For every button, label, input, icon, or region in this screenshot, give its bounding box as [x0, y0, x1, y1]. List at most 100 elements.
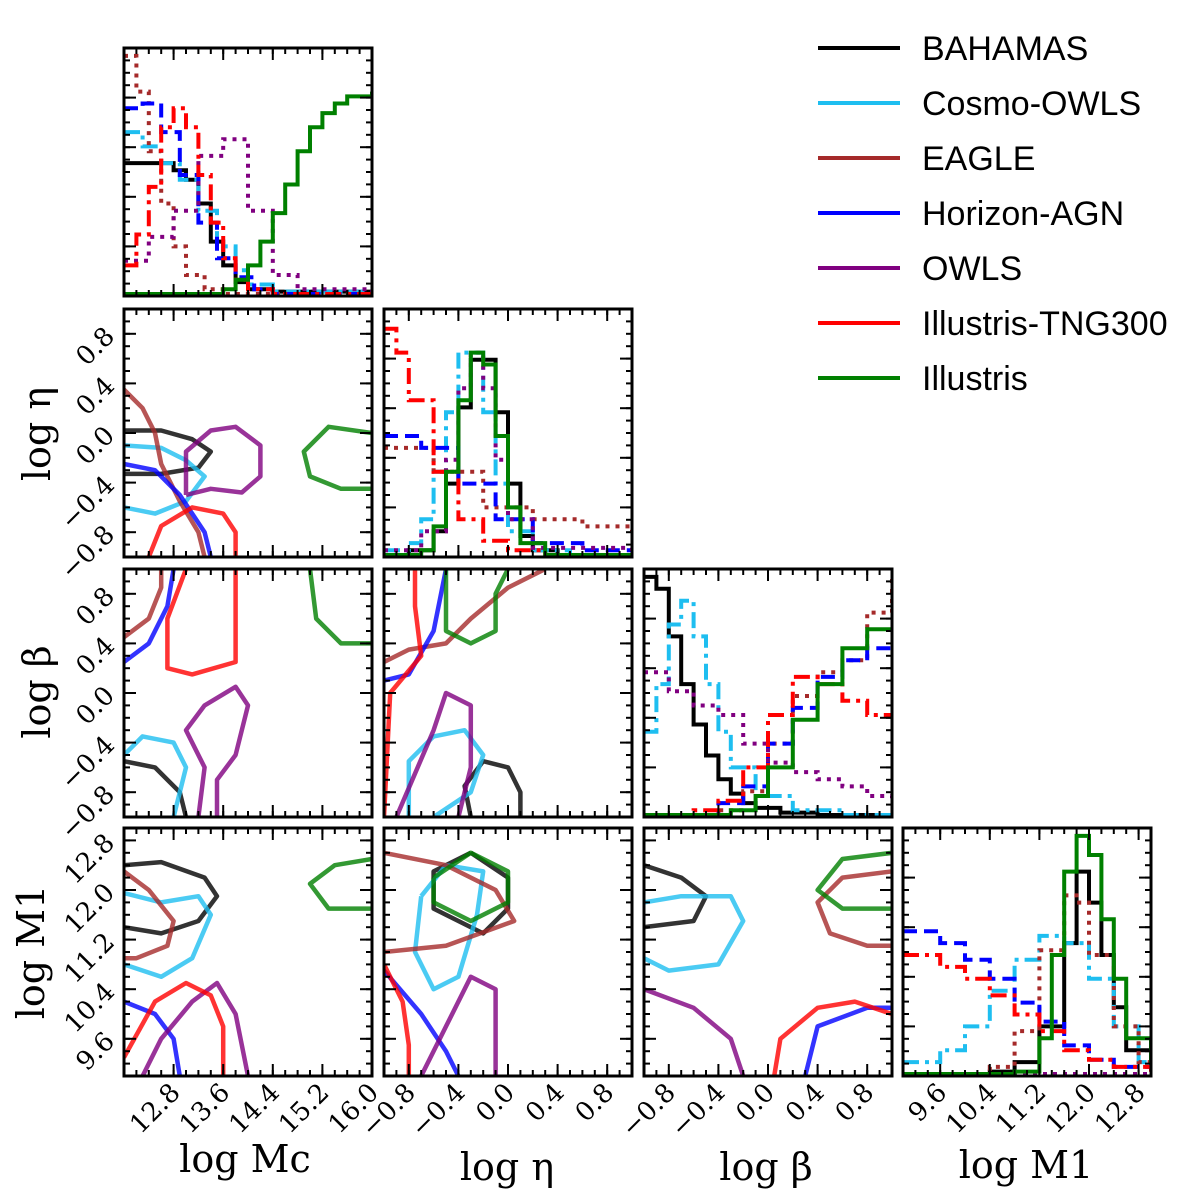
contour-panel-logEta-logM1: [382, 826, 634, 1078]
contour-c23-illustris-tng300: [771, 999, 892, 1076]
hist-logBeta-cosmo-owls: [644, 598, 892, 817]
x-tick-label-logEta-3: 0.4: [520, 1078, 570, 1128]
hist-panel-logM1: [901, 826, 1153, 1078]
contour-c23-illustris: [815, 850, 892, 911]
hist-logM1-cosmo-owls: [903, 933, 1151, 1070]
contour-curves-c03: [124, 856, 372, 1076]
x-tick-label-logM1-4: 12.8: [1089, 1078, 1151, 1140]
x-tick-label-logMc-1: 13.6: [174, 1078, 236, 1140]
contour-curves-c01: [124, 388, 372, 557]
contour-c13-illustris-tng300: [384, 963, 412, 1076]
legend-label-eagle: EAGLE: [922, 140, 1035, 178]
contour-c23-owls: [644, 987, 746, 1076]
contour-c03-illustris: [307, 856, 372, 911]
legend-label-horizon-agn: Horizon-AGN: [922, 195, 1124, 233]
y-tick-label-logBeta-4: 0.8: [70, 582, 120, 632]
contour-c12-illustris: [443, 569, 511, 646]
hist-logM1-horizon-agn: [903, 929, 1151, 1072]
y-tick-label-logBeta-1: −0.4: [55, 730, 121, 796]
hist-logM1-eagle: [903, 893, 1151, 1076]
y-tick-label-logEta-0: −0.8: [55, 520, 121, 586]
x-axis-label-0: log Mc: [179, 1137, 311, 1181]
panel-frame-c13: [382, 826, 634, 1078]
contour-c01-cosmo-owls: [124, 443, 207, 516]
contour-c02-illustris: [307, 569, 372, 646]
y-tick-label-logM1-3: 12.0: [59, 878, 121, 940]
contour-c02-cosmo-owls: [124, 734, 189, 817]
panel-frame-c23: [642, 826, 894, 1078]
contour-c01-illustris-tng300: [146, 505, 238, 557]
legend-label-illustris-tng300: Illustris-TNG300: [922, 305, 1168, 343]
y-axis-label-2: log M1: [9, 885, 53, 1020]
x-tick-label-logEta-4: 0.8: [570, 1078, 620, 1128]
hist-logM1-illustris-tng300: [903, 953, 1151, 1072]
contour-c01-owls: [183, 424, 263, 498]
contour-c01-illustris: [301, 424, 372, 492]
y-tick-label-logEta-2: 0.0: [70, 421, 120, 471]
hist-logMc-owls: [124, 137, 372, 294]
hist-logMc-illustris: [124, 91, 372, 296]
contour-curves-c13: [384, 850, 517, 1076]
x-tick-label-logMc-0: 12.8: [124, 1078, 186, 1140]
hist-logBeta-illustris-tng300: [644, 674, 892, 817]
contour-c02-bahamas: [124, 758, 189, 817]
hist-panel-logBeta: [642, 567, 894, 819]
contour-panel-logMc-logBeta: [122, 567, 374, 819]
contour-panel-logBeta-logM1: [642, 826, 894, 1078]
contour-c02-horizon-agn: [124, 569, 176, 664]
hist-logEta-owls: [384, 350, 632, 555]
hist-curves-logEta: [384, 326, 632, 557]
y-tick-label-logM1-1: 10.4: [59, 977, 121, 1039]
axis-labels-layer: log Mc log η log β log M1 log η log β lo…: [9, 387, 1093, 1189]
x-tick-label-logBeta-4: 0.8: [830, 1078, 880, 1128]
legend-label-cosmo-owls: Cosmo-OWLS: [922, 85, 1141, 123]
x-tick-label-logBeta-0: −0.8: [616, 1078, 682, 1144]
x-tick-label-logBeta-3: 0.4: [780, 1078, 830, 1128]
contour-curves-c12: [384, 569, 547, 817]
contour-c01-eagle: [124, 388, 207, 557]
hist-curves-logBeta: [644, 574, 892, 817]
contour-curves-c02: [124, 569, 372, 817]
x-axis-label-1: log η: [460, 1145, 554, 1189]
y-axis-label-1: log β: [15, 645, 59, 738]
contour-c03-horizon-agn: [124, 999, 183, 1076]
x-tick-label-logM1-2: 11.2: [990, 1078, 1052, 1140]
y-tick-label-logM1-2: 11.2: [59, 927, 121, 989]
contour-c03-illustris-tng300: [124, 980, 226, 1076]
panel-frame-c02: [122, 567, 374, 819]
x-tick-label-logBeta-2: 0.0: [730, 1078, 780, 1128]
hist-logEta-eagle: [384, 445, 632, 532]
y-tick-label-logEta-4: 0.8: [70, 322, 120, 372]
contour-c02-owls: [183, 684, 251, 817]
contour-c12-cosmo-owls: [406, 727, 486, 817]
hist-logM1-illustris: [903, 833, 1151, 1076]
hist-panel-logMc: [122, 46, 374, 298]
hist-panel-logEta: [382, 307, 634, 559]
legend-label-illustris: Illustris: [922, 360, 1028, 398]
legend-label-owls: OWLS: [922, 250, 1022, 288]
x-tick-label-logEta-1: −0.4: [405, 1078, 471, 1144]
y-tick-label-logBeta-2: 0.0: [70, 681, 120, 731]
contour-c23-cosmo-owls: [644, 893, 746, 973]
x-tick-label-logEta-2: 0.0: [470, 1078, 520, 1128]
x-tick-label-logM1-3: 12.0: [1040, 1078, 1102, 1140]
panels-layer: [122, 46, 1153, 1078]
contour-panel-logEta-logBeta: [382, 567, 634, 819]
contour-c02-eagle: [124, 569, 164, 639]
legend-label-bahamas: BAHAMAS: [922, 30, 1088, 68]
contour-c03-bahamas: [124, 859, 220, 936]
y-axis-label-0: log η: [15, 387, 59, 481]
contour-c02-illustris-tng300: [165, 569, 238, 677]
contour-c12-illustris-tng300: [384, 569, 424, 817]
x-tick-label-logM1-1: 10.4: [941, 1078, 1003, 1140]
contour-c12-eagle: [384, 569, 547, 665]
hist-curves-logM1: [903, 833, 1151, 1076]
y-tick-label-logBeta-3: 0.4: [70, 631, 120, 681]
contour-panel-logMc-logM1: [122, 826, 374, 1078]
contour-c13-horizon-agn: [384, 969, 461, 1076]
x-tick-label-logMc-2: 14.4: [224, 1078, 286, 1140]
legend: BAHAMAS Cosmo-OWLS EAGLE Horizon-AGN OWL…: [818, 30, 1168, 398]
hist-logEta-horizon-agn: [384, 434, 632, 553]
contour-c23-eagle: [815, 869, 892, 949]
contour-c13-owls: [419, 974, 498, 1076]
